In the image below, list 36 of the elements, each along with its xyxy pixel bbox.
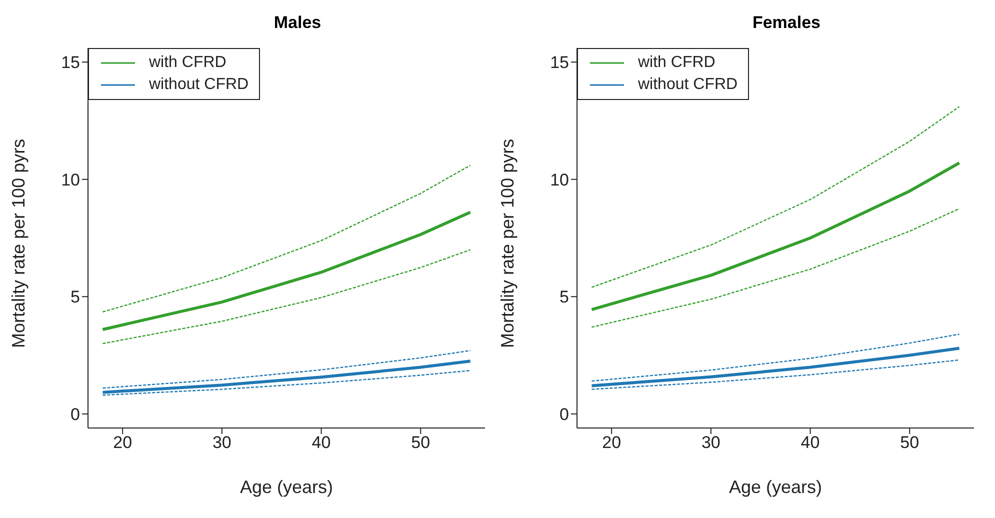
chart-title: Females [751,12,822,34]
legend-label: without CFRD [638,75,738,95]
y-tick-label: 5 [70,288,80,307]
line-series [590,346,961,388]
y-tick-label: 15 [550,53,569,72]
y-tick-label: 5 [560,288,569,307]
x-tick-label: 20 [602,433,622,452]
line-series [591,208,960,328]
legend-label: with CFRD [149,53,226,73]
line-series [102,164,471,312]
y-tick-label: 15 [61,53,80,72]
legend-label: without CFRD [149,75,249,95]
x-tick-label: 50 [411,433,430,452]
x-tick-label: 30 [701,433,720,452]
y-axis-title: Mortality rate per 100 pyrs [497,138,518,348]
y-axis-title: Mortality rate per 100 pyrs [8,138,28,348]
x-tick-label: 30 [212,433,232,452]
x-tick-label: 50 [900,433,920,452]
legend-label: with CFRD [638,53,716,73]
line-series [101,210,472,331]
x-tick-label: 40 [312,433,331,452]
y-tick-label: 10 [61,170,80,190]
x-axis-title: Age (years) [240,477,334,497]
y-tick-label: 10 [550,170,569,190]
line-series [102,350,471,389]
y-tick-label: 0 [560,404,569,424]
line-series [590,161,961,312]
line-series [591,106,960,288]
x-axis-title: Age (years) [728,477,822,497]
line-series [101,360,472,394]
line-series [102,249,471,344]
line-series [591,334,960,382]
x-tick-label: 40 [800,433,820,452]
x-tick-label: 20 [113,433,132,452]
y-tick-label: 0 [70,404,80,424]
chart-title: Males [272,12,322,34]
